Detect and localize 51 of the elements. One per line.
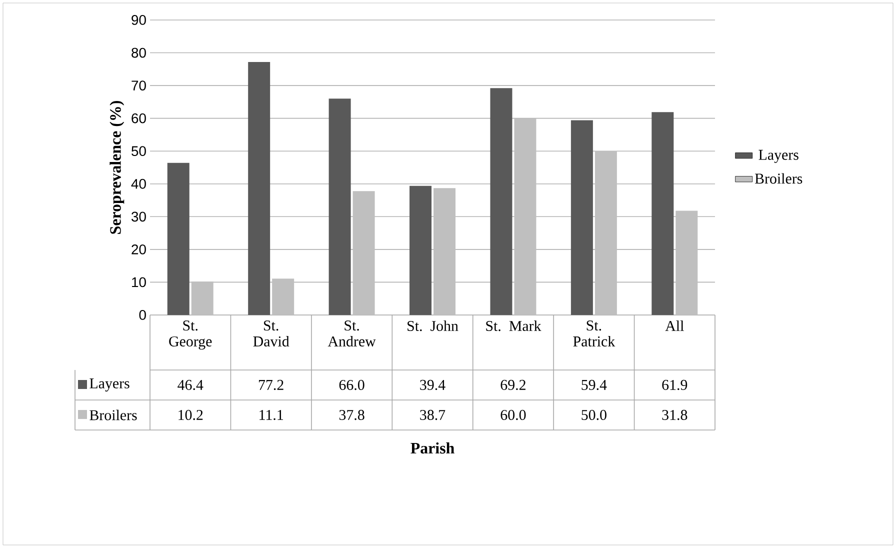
y-tick-label: 20 <box>132 244 146 254</box>
bar <box>352 191 375 315</box>
bar <box>248 62 270 315</box>
y-tick-label: 70 <box>132 80 146 90</box>
data-label: 50.0 <box>582 410 606 420</box>
bar <box>514 118 536 315</box>
x-tick-label: St. Patrick <box>573 320 616 346</box>
y-tick-label: 50 <box>132 146 146 156</box>
x-tick-label: All <box>665 320 684 331</box>
x-tick-label: St. David <box>253 320 290 346</box>
bar <box>167 162 190 315</box>
bar <box>328 98 351 315</box>
data-label: 10.2 <box>178 410 203 420</box>
y-tick-label: 80 <box>132 48 146 58</box>
bar <box>191 282 214 315</box>
bar <box>272 278 294 315</box>
y-tick-label: 40 <box>131 178 146 189</box>
data-label: 46.4 <box>178 380 204 390</box>
y-tick-label: 10 <box>132 277 146 288</box>
bar <box>676 210 698 315</box>
y-tick-label: 30 <box>132 212 146 222</box>
bar <box>570 120 593 315</box>
data-label: 38.7 <box>420 410 446 420</box>
data-label: 37.8 <box>339 410 364 420</box>
bar <box>594 151 617 315</box>
data-label: 11.1 <box>260 410 283 420</box>
x-tick-label: St. Andrew <box>328 320 376 346</box>
data-label: 60.0 <box>500 410 526 420</box>
y-tick-label: 60 <box>132 113 146 124</box>
text: Broilers <box>90 410 137 420</box>
x-tick-label: St. George <box>169 320 212 350</box>
x-tick-label: St. Mark <box>486 320 542 332</box>
text: Layers <box>758 150 798 163</box>
bar <box>434 188 456 315</box>
bar <box>652 112 674 315</box>
data-label: 39.4 <box>420 380 446 390</box>
data-label: 31.8 <box>662 410 688 420</box>
legend-label: Broilers <box>754 173 802 184</box>
data-label: 77.2 <box>258 380 284 390</box>
y-tick-label: 0 <box>139 310 146 320</box>
text: Parish <box>410 442 454 454</box>
bar <box>490 88 512 315</box>
data-label: 66.0 <box>339 380 364 390</box>
bar <box>410 186 432 315</box>
data-label: 61.9 <box>662 380 688 390</box>
legend-label: Layers <box>90 378 130 392</box>
data-label: 59.4 <box>582 380 607 390</box>
y-axis-title: Seroprevalence (%) <box>110 100 124 234</box>
x-tick-label: St. John <box>408 320 458 332</box>
data-label: 69.2 <box>500 380 526 390</box>
y-tick-label: 90 <box>132 15 146 25</box>
